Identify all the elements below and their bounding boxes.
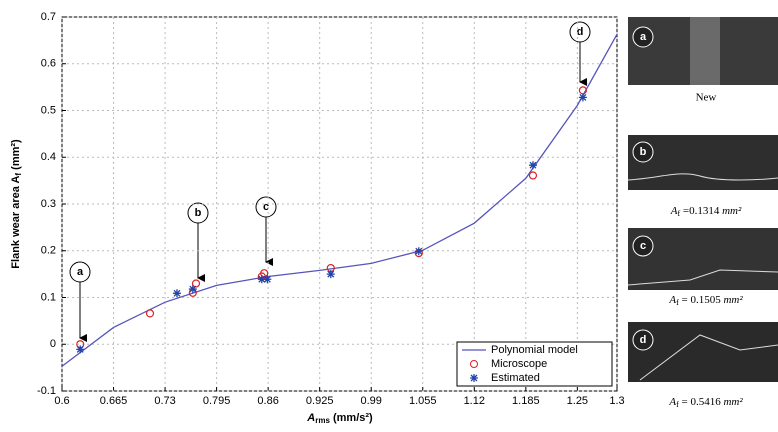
x-tick-label: 0.925 (306, 395, 334, 407)
legend-label: Estimated (491, 372, 540, 384)
annotations (70, 22, 590, 338)
panel-label: c (640, 240, 646, 252)
panel-caption: Af = 0.5416 mm² (668, 396, 743, 409)
panel-caption: Af =0.1314 mm² (670, 205, 742, 218)
x-tick-label: 0.99 (361, 395, 382, 407)
x-axis-label: Arms (mm/s²) (306, 412, 373, 425)
annotation-label: b (195, 207, 202, 219)
panel-caption: Af = 0.1505 mm² (668, 294, 743, 307)
y-tick-label: 0.1 (41, 291, 56, 303)
panel-label: a (640, 31, 647, 43)
point (173, 289, 181, 297)
point (147, 310, 154, 317)
point (327, 270, 335, 278)
point (189, 285, 197, 293)
x-tick-label: 0.73 (154, 395, 175, 407)
y-tick-label: 0.4 (41, 151, 56, 163)
point (415, 247, 423, 255)
point (579, 93, 587, 101)
figure: Arms (mm/s²) Flank wear area Af (mm²) a … (0, 0, 778, 432)
panel-label: b (640, 146, 647, 158)
point (192, 280, 199, 287)
point (529, 161, 537, 169)
x-tick-label: 1.25 (567, 395, 588, 407)
y-tick-label: 0.2 (41, 245, 56, 257)
x-tick-label: 0.665 (100, 395, 128, 407)
legend-label: Polynomial model (491, 344, 578, 356)
photo-panels (628, 17, 778, 382)
x-tick-label: 0.86 (257, 395, 278, 407)
model-line (62, 34, 617, 366)
y-tick-label: 0.5 (41, 104, 56, 116)
point (263, 275, 271, 283)
y-axis-label: Flank wear area Af (mm²) (10, 139, 23, 269)
y-tick-label: 0.7 (41, 11, 56, 23)
y-tick-label: 0 (50, 338, 56, 350)
y-tick-label: 0.6 (41, 58, 56, 70)
x-tick-label: 0.6 (54, 395, 69, 407)
legend-label: Microscope (491, 358, 547, 370)
y-tick-label: 0.3 (41, 198, 56, 210)
x-tick-label: 1.3 (609, 395, 624, 407)
point (76, 345, 84, 353)
x-tick-label: 0.795 (203, 395, 231, 407)
x-tick-label: 1.12 (464, 395, 485, 407)
panel-caption: New (696, 92, 717, 104)
annotation-label: a (77, 266, 84, 278)
point (529, 172, 536, 179)
legend-swatch (470, 374, 478, 382)
y-tick-label: -0.1 (37, 385, 56, 397)
panel-label: d (640, 334, 647, 346)
x-tick-label: 1.185 (512, 395, 540, 407)
x-tick-label: 1.055 (409, 395, 437, 407)
